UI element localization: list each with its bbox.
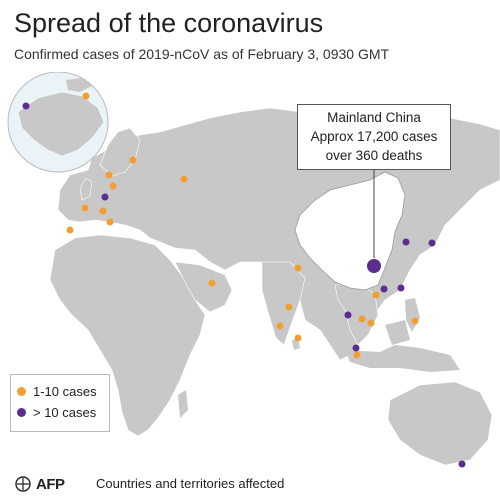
low-case-markers (66, 92, 419, 359)
australia-landmass (387, 381, 493, 466)
case-marker-high (402, 238, 410, 246)
case-marker-low (82, 92, 90, 100)
case-marker-low (180, 175, 188, 183)
case-marker-low (294, 264, 302, 272)
case-marker-high (458, 460, 466, 468)
callout-line-2: Approx 17,200 cases (310, 129, 438, 144)
case-marker-low (109, 182, 117, 190)
scandinavia-landmass (99, 127, 141, 177)
case-marker-high (380, 285, 388, 293)
afp-logo-text: AFP (36, 475, 65, 493)
high-case-markers (22, 102, 466, 468)
taiwan-landmass (392, 280, 397, 293)
case-marker-low (99, 207, 107, 215)
case-marker-low (411, 317, 419, 325)
footer-note: Countries and territories affected (96, 476, 285, 491)
case-marker-low (372, 291, 380, 299)
case-marker-low (285, 303, 293, 311)
callout-line-1: Mainland China (327, 110, 421, 125)
korea-landmass (405, 215, 416, 240)
indonesia-landmass (345, 345, 460, 372)
africa-landmass (49, 234, 206, 437)
arabia-landmass (174, 261, 233, 313)
case-marker-low (276, 322, 284, 330)
borneo-landmass (385, 320, 410, 345)
afp-emblem-icon (15, 476, 31, 492)
case-marker-low (353, 351, 361, 359)
china-marker (367, 259, 381, 273)
case-marker-low (358, 315, 366, 323)
case-marker-high (397, 284, 405, 292)
case-marker-low (208, 279, 216, 287)
uk-landmass (79, 177, 93, 201)
case-marker-low (367, 319, 375, 327)
map-subtitle: Confirmed cases of 2019-nCoV as of Febru… (14, 46, 390, 62)
case-marker-low (294, 334, 302, 342)
china-callout: Mainland China Approx 17,200 cases over … (297, 104, 451, 170)
case-marker-high (101, 193, 109, 201)
afp-logo: AFP (14, 474, 74, 494)
map-legend: 1-10 cases > 10 cases (10, 374, 110, 432)
case-marker-high (344, 311, 352, 319)
madagascar-landmass (178, 390, 188, 418)
philippines-landmass (405, 298, 420, 332)
legend-label-low: 1-10 cases (33, 384, 97, 399)
case-marker-low (66, 226, 74, 234)
case-marker-low (129, 156, 137, 164)
case-marker-low (106, 218, 114, 226)
footer: AFP Countries and territories affected (0, 474, 500, 500)
case-marker-high (22, 102, 30, 110)
india-landmass (261, 261, 306, 346)
map-title: Spread of the coronavirus (14, 8, 324, 38)
legend-dot-low (17, 387, 26, 396)
legend-label-high: > 10 cases (33, 405, 97, 420)
japan-landmass (420, 205, 440, 250)
case-marker-low (81, 204, 89, 212)
globe-inset (7, 72, 109, 173)
legend-item-high: > 10 cases (17, 402, 103, 423)
case-marker-high (428, 239, 436, 247)
case-marker-low (105, 171, 113, 179)
case-marker-high (352, 344, 360, 352)
legend-item-low: 1-10 cases (17, 381, 103, 402)
callout-line-3: over 360 deaths (325, 148, 423, 163)
legend-dot-high (17, 408, 26, 417)
